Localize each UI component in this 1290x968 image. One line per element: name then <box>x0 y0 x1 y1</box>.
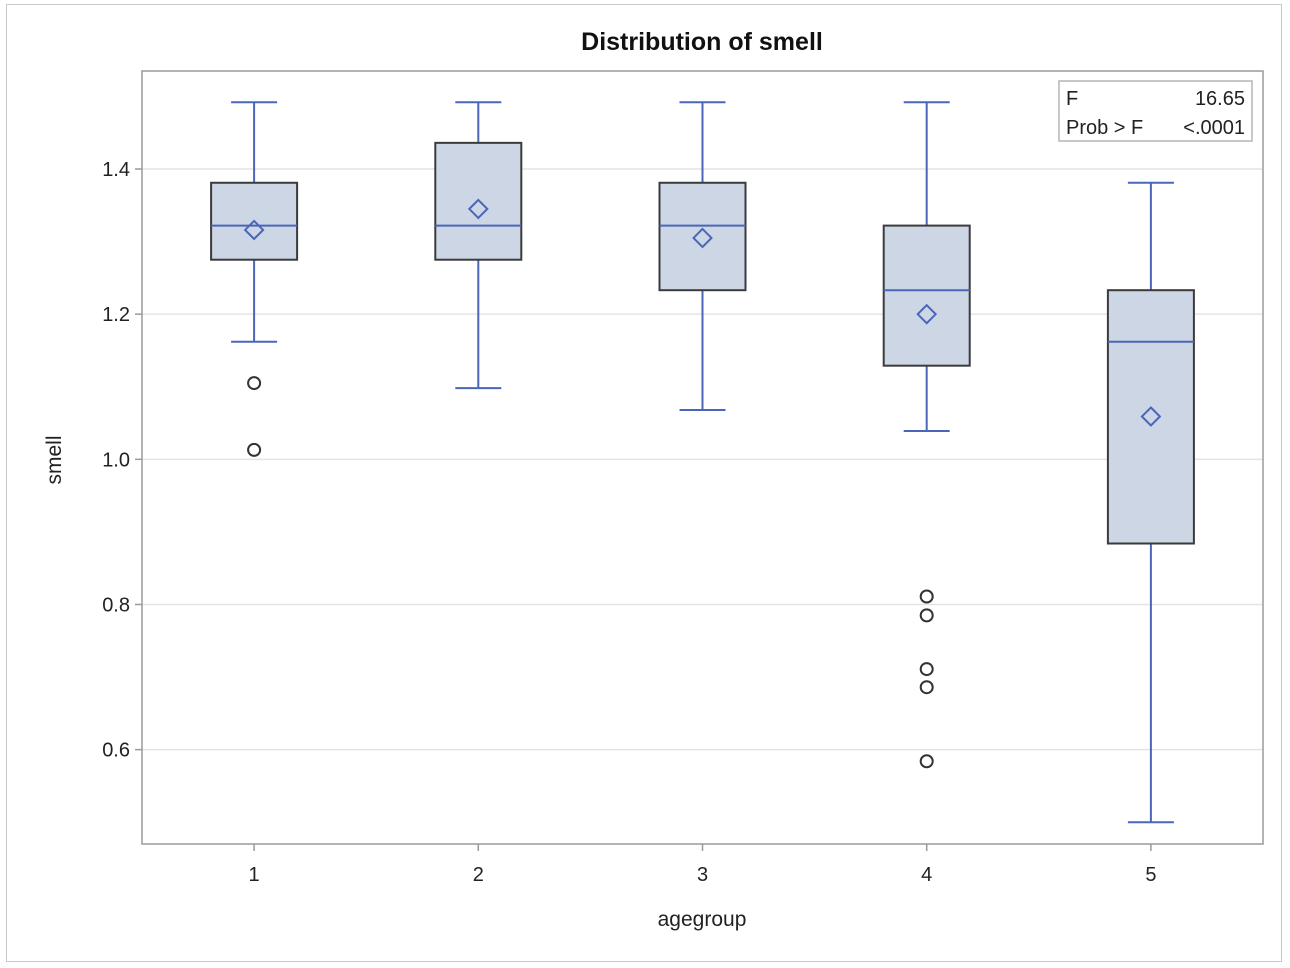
x-tick-label: 2 <box>473 864 484 886</box>
stats-inset: F 16.65 Prob > F <.0001 <box>1058 80 1253 142</box>
box-iqr <box>882 224 971 367</box>
outlier-point <box>919 608 934 623</box>
boxplot-chart: Distribution of smell 0.6 0.8 1.0 1.2 1.4 1 2… <box>43 28 1264 931</box>
x-tick-label: 4 <box>921 864 932 886</box>
x-tick-label: 1 <box>249 864 260 886</box>
box-group-5 <box>1106 181 1195 824</box>
stats-label: F <box>1066 88 1078 110</box>
y-tick-label: 0.8 <box>102 594 130 616</box>
box-group-3 <box>658 101 747 411</box>
stats-value: 16.65 <box>1195 88 1245 110</box>
x-axis-label: agegroup <box>658 908 747 931</box>
y-tick-label: 1.0 <box>102 449 130 471</box>
y-axis: 0.6 0.8 1.0 1.2 1.4 <box>102 159 142 762</box>
y-axis-label: smell <box>43 435 66 484</box>
mean-marker <box>467 198 489 220</box>
y-tick-label: 1.4 <box>102 159 130 181</box>
box-group-2 <box>434 101 523 390</box>
box-group-4 <box>882 101 971 769</box>
chart-title: Distribution of smell <box>581 28 823 56</box>
stats-box <box>1058 80 1253 142</box>
outlier-point <box>919 754 934 769</box>
mean-marker <box>916 303 938 325</box>
stats-label: Prob > F <box>1066 117 1143 139</box>
x-axis: 1 2 3 4 5 <box>249 844 1156 886</box>
outlier-point <box>919 589 934 604</box>
outlier-point <box>919 680 934 695</box>
x-tick-label: 3 <box>697 864 708 886</box>
y-tick-label: 1.2 <box>102 304 130 326</box>
box-group-1 <box>210 101 299 457</box>
mean-marker <box>243 219 265 241</box>
box-iqr <box>434 141 523 261</box>
outlier-point <box>919 662 934 677</box>
box-iqr <box>658 181 747 292</box>
plot-area <box>141 70 1264 845</box>
box-iqr <box>1106 289 1195 545</box>
outlier-point <box>247 376 262 391</box>
chart-frame: Distribution of smell 0.6 0.8 1.0 1.2 1.4 1 2… <box>6 4 1282 962</box>
mean-marker <box>1140 406 1162 427</box>
outlier-point <box>247 442 262 457</box>
stats-value: <.0001 <box>1183 117 1245 139</box>
y-tick-label: 0.6 <box>102 740 130 762</box>
x-tick-label: 5 <box>1145 864 1156 886</box>
mean-marker <box>692 227 713 249</box>
